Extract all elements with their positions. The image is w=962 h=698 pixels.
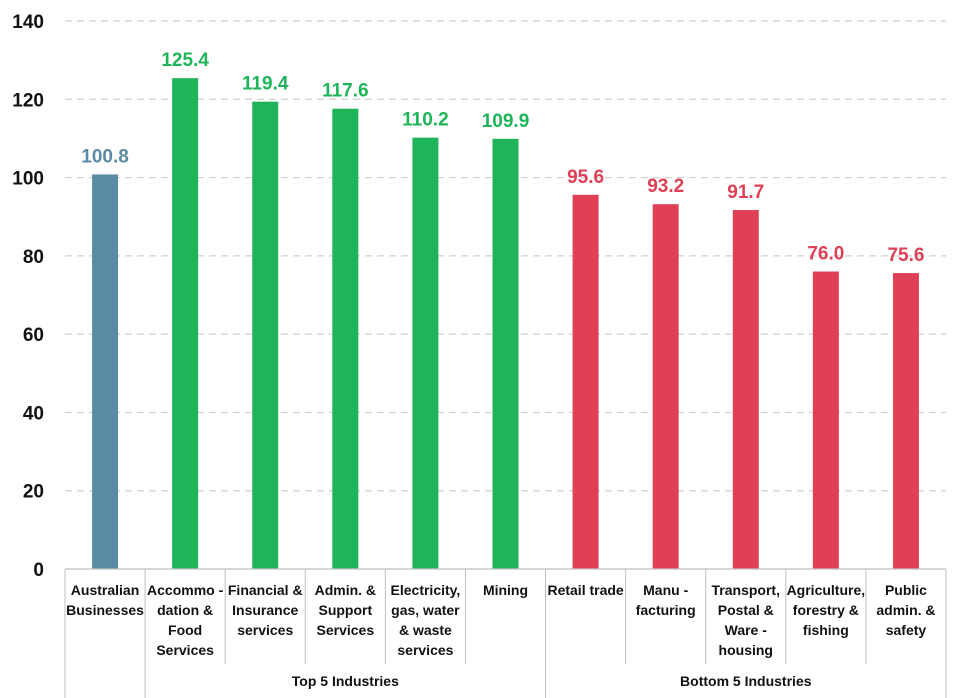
data-label: 117.6 [322, 81, 369, 102]
data-label: 75.6 [887, 245, 924, 266]
data-label: 76.0 [807, 244, 844, 265]
bar [332, 108, 359, 570]
category-label: Admin. & Support Services [315, 582, 376, 638]
data-label: 93.2 [647, 176, 684, 197]
y-tick-label: 80 [23, 247, 44, 268]
bars [92, 78, 919, 570]
data-label: 119.4 [242, 74, 289, 95]
bar [572, 194, 599, 569]
bar [732, 210, 759, 569]
bar [652, 204, 679, 569]
bar [812, 271, 839, 569]
y-tick-label: 100 [12, 169, 44, 190]
y-tick-label: 0 [33, 560, 44, 581]
bar [492, 138, 519, 569]
x-axis [64, 568, 947, 698]
bar [92, 174, 119, 569]
data-label: 100.8 [81, 146, 129, 167]
y-tick-label: 20 [23, 482, 44, 503]
group-label: Top 5 Industries [292, 673, 399, 689]
category-label: Financial & Insurance services [228, 582, 303, 638]
bar [412, 137, 439, 569]
bar [892, 273, 919, 569]
data-label: 109.9 [482, 111, 530, 132]
value-labels: 100.8 125.4 119.4 117.6 110.2 109.9 95.6 93.2 91… [81, 50, 924, 266]
category-label: Retail trade [547, 582, 623, 598]
category-label: Agriculture, forestry & fishing [787, 582, 866, 638]
data-label: 110.2 [402, 110, 449, 131]
y-tick-label: 140 [12, 12, 44, 33]
category-label: Accommo -dation & Food Services [147, 582, 224, 658]
data-label: 91.7 [727, 182, 764, 203]
y-tick-label: 40 [23, 403, 44, 424]
y-tick-label: 120 [12, 90, 44, 111]
group-label: Bottom 5 Industries [680, 673, 812, 689]
y-axis-ticks: 0 20 40 60 80 100 120 140 [12, 12, 44, 581]
data-label: 125.4 [161, 50, 209, 71]
category-label: Manu -facturing [636, 582, 696, 618]
group-labels: Top 5 Industries Bottom 5 Industries [292, 673, 812, 689]
gridlines [65, 20, 946, 492]
data-label: 95.6 [567, 167, 604, 188]
y-tick-label: 60 [23, 325, 44, 346]
category-label: Transport, Postal & Ware -housing [712, 582, 780, 658]
category-label: Australian Businesses [66, 582, 144, 618]
category-label: Public admin. & safety [876, 582, 935, 638]
bar [252, 101, 279, 570]
bar [172, 78, 199, 570]
category-label: Mining [483, 582, 528, 598]
category-label: Electricity, gas, water & waste services [391, 582, 461, 658]
